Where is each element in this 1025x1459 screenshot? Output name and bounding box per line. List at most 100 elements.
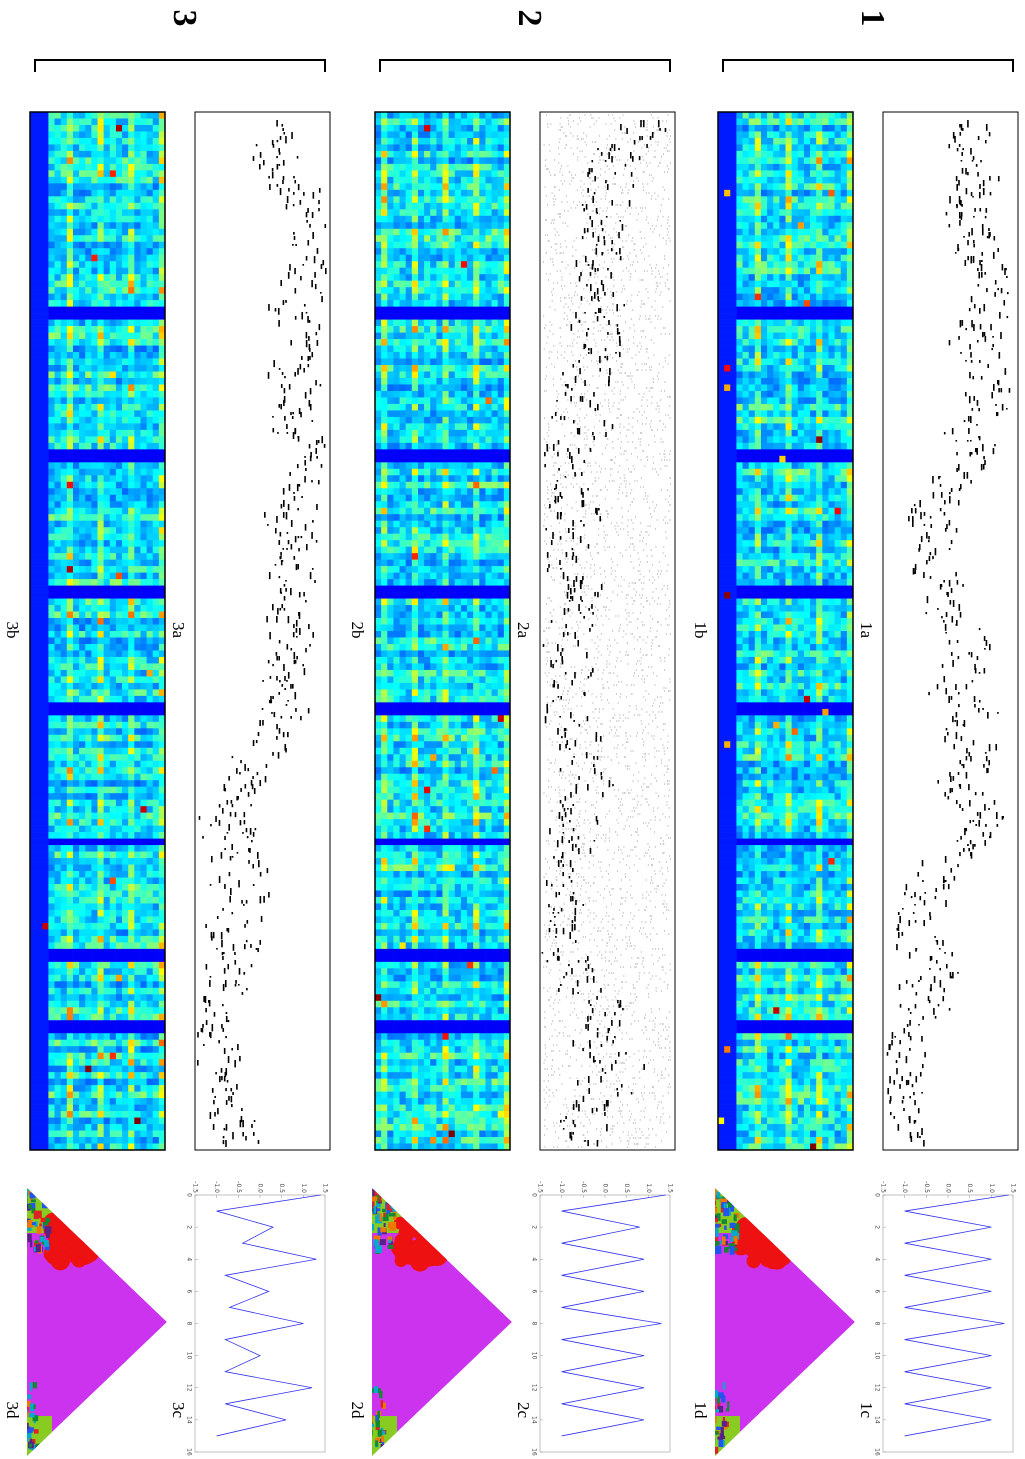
score-note: [949, 548, 951, 550]
score-noise: [643, 189, 644, 191]
tree-blob: [766, 1222, 778, 1234]
heatmap-cell: [791, 138, 797, 145]
heatmap-cell: [761, 462, 767, 469]
heatmap-cell: [724, 599, 730, 606]
heatmap-cell: [779, 443, 785, 450]
heatmap-cell: [810, 586, 816, 593]
heatmap-cell: [791, 313, 797, 320]
heatmap-cell: [773, 1001, 779, 1008]
heatmap-cell: [797, 676, 803, 683]
heatmap-cell: [816, 112, 822, 119]
score-noise: [667, 150, 668, 152]
heatmap-cell: [840, 404, 846, 411]
heatmap-cell: [828, 131, 834, 138]
heatmap-cell: [834, 268, 840, 275]
heatmap-cell: [761, 1027, 767, 1034]
heatmap-cell: [797, 488, 803, 495]
heatmap-cell: [773, 1040, 779, 1047]
score-noise: [578, 138, 579, 140]
heatmap-cell: [828, 722, 834, 729]
score-note: [945, 632, 947, 634]
heatmap-cell: [847, 125, 853, 132]
heatmap-cell: [742, 209, 748, 216]
heatmap-cell: [767, 1092, 773, 1099]
heatmap-cell: [742, 1079, 748, 1086]
score-note: [936, 960, 938, 964]
heatmap-cell: [847, 209, 853, 216]
tree-cell: [718, 1439, 723, 1447]
heatmap-cell: [785, 1059, 791, 1066]
heatmap-cell: [804, 255, 810, 262]
heatmap-cell: [804, 138, 810, 145]
score-note: [965, 328, 967, 330]
heatmap-cell: [822, 313, 828, 320]
heatmap-cell: [785, 670, 791, 677]
heatmap-cell: [767, 1066, 773, 1073]
heatmap-cell: [724, 949, 730, 956]
heatmap-cell: [791, 443, 797, 450]
score-noise: [575, 174, 576, 176]
heatmap-cell: [822, 346, 828, 353]
heatmap-cell: [755, 125, 761, 132]
score-noise: [573, 120, 574, 122]
score-note: [987, 712, 989, 719]
score-note: [952, 616, 954, 623]
heatmap-cell: [804, 1001, 810, 1008]
heatmap-cell: [730, 1020, 736, 1027]
heatmap-cell: [742, 942, 748, 949]
heatmap-cell: [840, 1046, 846, 1053]
heatmap-cell: [736, 657, 742, 664]
heatmap-cell: [736, 910, 742, 917]
heatmap-cell: [742, 981, 748, 988]
heatmap-cell: [755, 936, 761, 943]
heatmap-cell: [779, 547, 785, 554]
score-noise: [570, 309, 571, 311]
heatmap-cell: [724, 501, 730, 508]
score-noise: [565, 303, 566, 305]
heatmap-cell: [773, 1007, 779, 1014]
heatmap-cell: [785, 1105, 791, 1112]
heatmap-cell: [834, 826, 840, 833]
score-noise: [564, 285, 565, 287]
heatmap-cell: [822, 1001, 828, 1008]
heatmap-cell: [816, 637, 822, 644]
heatmap-cell: [748, 845, 754, 852]
heatmap-cell: [822, 1014, 828, 1021]
heatmap-cell: [773, 728, 779, 735]
heatmap-cell: [822, 573, 828, 580]
heatmap-cell: [779, 1053, 785, 1060]
score-noise: [623, 285, 624, 287]
heatmap-cell: [828, 1079, 834, 1086]
heatmap-cell: [742, 514, 748, 521]
heatmap-cell: [828, 774, 834, 781]
heatmap-cell: [810, 281, 816, 288]
heatmap-cell: [748, 378, 754, 385]
score-noise: [580, 186, 581, 188]
heatmap-cell: [797, 780, 803, 787]
heatmap-cell: [761, 352, 767, 359]
score-noise: [606, 276, 607, 278]
heatmap-cell: [840, 352, 846, 359]
score-noise: [661, 225, 662, 227]
score-noise: [594, 327, 595, 329]
heatmap-cell: [724, 1014, 730, 1021]
heatmap-cell: [730, 936, 736, 943]
heatmap-cell: [822, 592, 828, 599]
heatmap-cell: [730, 793, 736, 800]
heatmap-cell: [761, 423, 767, 430]
heatmap-cell: [755, 1105, 761, 1112]
heatmap-cell: [840, 397, 846, 404]
heatmap-cell: [761, 774, 767, 781]
tree-cell: [715, 1431, 719, 1435]
heatmap-cell: [822, 735, 828, 742]
heatmap-cell: [810, 423, 816, 430]
score-noise: [669, 150, 670, 152]
heatmap-cell: [816, 268, 822, 275]
score-note: [994, 800, 996, 805]
heatmap-cell: [730, 1072, 736, 1079]
heatmap-cell: [810, 443, 816, 450]
score-note: [959, 604, 961, 611]
x-tick-label: 0: [874, 1193, 881, 1197]
heatmap-cell: [840, 657, 846, 664]
score-noise: [613, 249, 614, 251]
